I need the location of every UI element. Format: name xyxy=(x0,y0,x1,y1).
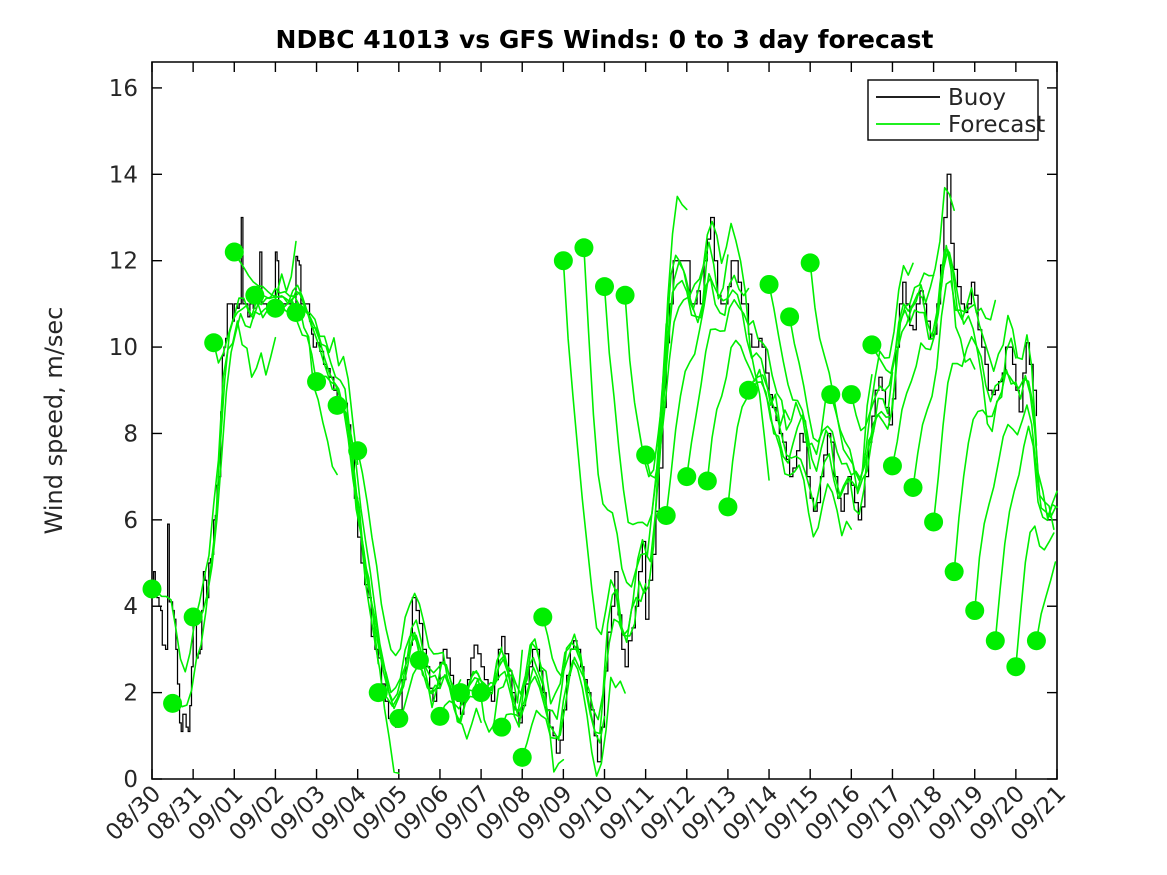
legend-label-buoy: Buoy xyxy=(948,85,1006,111)
series-line-forecast xyxy=(953,368,1055,573)
forecast-launch-marker xyxy=(265,298,285,318)
series-line-forecast xyxy=(973,404,1057,612)
series-line-forecast xyxy=(254,284,380,665)
forecast-launch-marker xyxy=(512,747,532,767)
series-line-forecast xyxy=(994,425,1058,642)
legend-box xyxy=(867,79,1039,141)
series-line-forecast xyxy=(644,220,770,481)
forecast-launch-marker xyxy=(163,693,183,713)
forecast-launch-marker xyxy=(800,253,820,273)
series-line-forecast xyxy=(912,280,1038,489)
series-line-forecast xyxy=(809,262,935,495)
series-line-forecast xyxy=(603,241,729,527)
forecast-launch-marker xyxy=(574,238,594,258)
forecast-launch-marker xyxy=(944,562,964,582)
forecast-launch-marker xyxy=(759,274,779,294)
forecast-launch-marker xyxy=(821,385,841,405)
forecast-launch-marker xyxy=(718,497,738,517)
series-line-forecast xyxy=(850,244,976,432)
y-tick-label: 8 xyxy=(123,421,138,447)
series-line-forecast xyxy=(336,404,462,710)
forecast-launch-marker xyxy=(492,717,512,737)
series-line-forecast xyxy=(542,323,667,735)
forecast-launch-marker xyxy=(862,335,882,355)
series-line-forecast xyxy=(212,287,338,476)
series-line-forecast xyxy=(891,249,1017,467)
forecast-launch-marker xyxy=(924,512,944,532)
forecast-launch-marker xyxy=(224,242,244,262)
forecast-launch-marker xyxy=(142,579,162,599)
forecast-launch-marker xyxy=(697,471,717,491)
y-tick-label: 14 xyxy=(109,162,138,188)
forecast-launch-marker xyxy=(636,445,656,465)
forecast-launch-marker xyxy=(286,303,306,323)
series-line-forecast xyxy=(500,659,626,777)
series-line-forecast xyxy=(439,638,565,773)
series-line-forecast xyxy=(562,195,688,637)
forecast-launch-marker xyxy=(183,607,203,627)
legend-label-forecast: Forecast xyxy=(948,112,1045,138)
series-group-forecast xyxy=(151,186,1058,777)
series-line-forecast xyxy=(151,320,277,673)
y-tick-label: 2 xyxy=(123,681,138,707)
forecast-launch-marker xyxy=(595,277,614,297)
forecast-launch-marker xyxy=(409,650,429,670)
series-line-forecast xyxy=(233,251,359,466)
series-line-forecast xyxy=(315,375,441,702)
forecast-launch-marker xyxy=(368,683,388,703)
series-line-forecast xyxy=(829,186,955,482)
series-line-forecast xyxy=(1015,525,1055,668)
forecast-launch-marker xyxy=(348,441,368,461)
forecast-launch-marker xyxy=(841,385,861,405)
forecast-launch-marker xyxy=(327,395,347,415)
y-tick-label: 0 xyxy=(123,767,138,793)
forecast-launch-marker xyxy=(1026,631,1046,651)
series-line-buoy xyxy=(152,173,1038,763)
forecast-launch-marker xyxy=(430,706,450,726)
forecast-launch-marker xyxy=(677,467,697,487)
forecast-launch-marker xyxy=(656,506,676,526)
forecast-launch-marker xyxy=(245,285,265,305)
y-tick-label: 4 xyxy=(123,594,138,620)
series-line-forecast xyxy=(788,262,914,480)
forecast-launch-marker xyxy=(451,683,471,703)
page-title: NDBC 41013 vs GFS Winds: 0 to 3 day fore… xyxy=(276,25,934,54)
forecast-launch-marker xyxy=(882,456,902,476)
forecast-launch-marker xyxy=(965,601,985,621)
y-axis-title: Wind speed, m/sec xyxy=(40,307,68,535)
forecast-launch-marker xyxy=(985,631,1005,651)
forecast-launch-marker xyxy=(471,683,491,703)
forecast-launch-marker xyxy=(615,285,635,305)
forecast-launch-marker xyxy=(307,372,327,392)
y-tick-label: 6 xyxy=(123,508,138,534)
forecast-launch-marker xyxy=(738,380,758,400)
forecast-launch-marker xyxy=(780,307,800,327)
forecast-launch-marker xyxy=(553,251,573,271)
series-line-forecast xyxy=(1035,561,1057,642)
forecast-launch-marker xyxy=(533,607,553,627)
forecast-launch-marker xyxy=(903,477,923,497)
y-tick-label: 10 xyxy=(109,335,138,361)
series-line-forecast xyxy=(685,298,811,478)
forecast-launch-marker xyxy=(204,333,224,353)
forecast-launch-marker xyxy=(389,709,409,729)
series-line-forecast xyxy=(583,246,709,588)
y-tick-label: 12 xyxy=(109,249,138,275)
series-line-forecast xyxy=(706,339,832,482)
series-line-forecast xyxy=(665,273,791,517)
series-line-forecast xyxy=(747,373,873,511)
forecast-marker-group xyxy=(142,238,1046,767)
series-line-forecast xyxy=(624,274,750,478)
series-line-forecast xyxy=(459,633,585,715)
y-tick-label: 16 xyxy=(109,76,138,102)
forecast-launch-marker xyxy=(1006,657,1026,677)
